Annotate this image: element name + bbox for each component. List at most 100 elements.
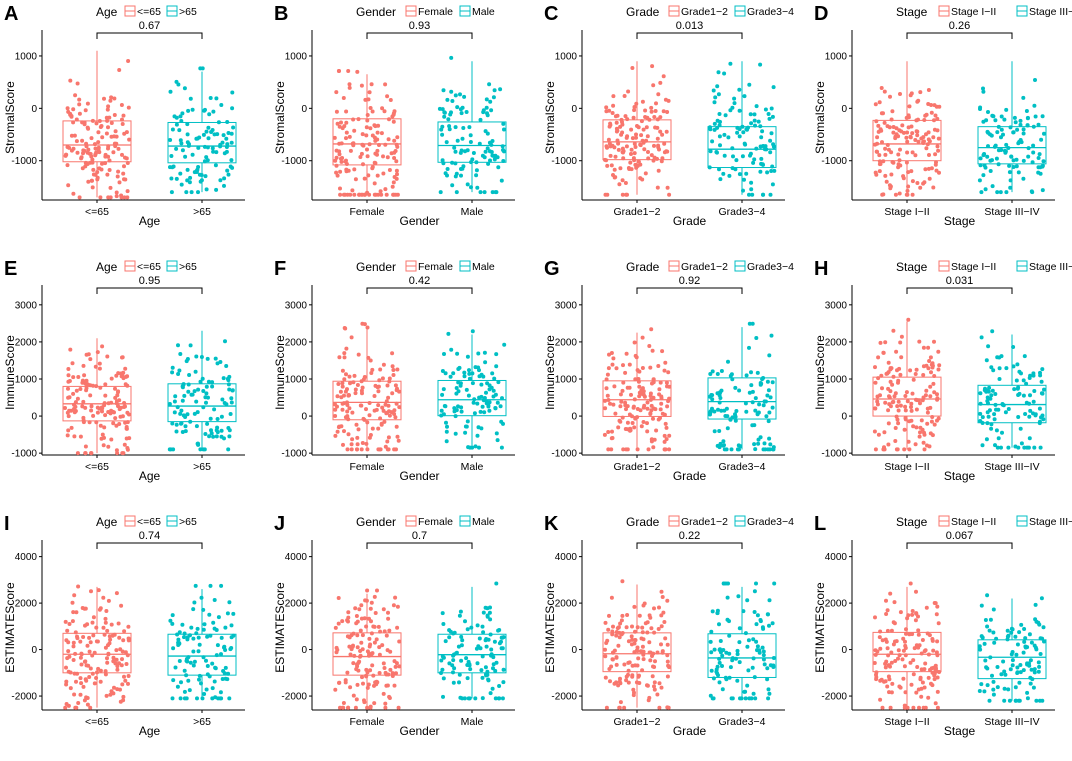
data-point xyxy=(765,379,770,384)
data-point xyxy=(930,433,935,438)
data-point xyxy=(981,89,986,94)
data-point xyxy=(88,640,93,645)
data-point xyxy=(925,410,930,415)
data-point xyxy=(623,114,628,119)
data-point xyxy=(359,616,364,621)
data-point xyxy=(455,351,460,356)
data-point xyxy=(204,391,209,396)
data-point xyxy=(357,659,362,664)
data-point xyxy=(662,620,667,624)
data-point xyxy=(359,388,364,393)
significance-bracket: 0.22 xyxy=(636,530,743,549)
data-point xyxy=(125,653,130,658)
data-point xyxy=(390,391,395,396)
data-point xyxy=(365,147,369,152)
data-point xyxy=(647,117,652,122)
data-point xyxy=(883,340,888,345)
data-point xyxy=(479,394,484,399)
data-point xyxy=(109,95,114,100)
data-point xyxy=(723,113,728,118)
data-point xyxy=(454,386,459,390)
data-point xyxy=(906,439,911,444)
data-point xyxy=(207,612,212,617)
data-point xyxy=(752,423,757,428)
data-point xyxy=(372,192,377,197)
data-point xyxy=(190,152,195,157)
data-point xyxy=(210,696,215,701)
data-point xyxy=(391,373,396,377)
data-point xyxy=(981,153,986,158)
data-point xyxy=(170,421,175,426)
p-value: 0.26 xyxy=(949,20,970,32)
data-point xyxy=(924,132,928,137)
data-point xyxy=(887,394,891,399)
p-value: 0.031 xyxy=(946,275,974,287)
data-point xyxy=(480,624,485,629)
y-tick-label: -1000 xyxy=(821,156,847,167)
y-tick-label: 3000 xyxy=(285,300,308,311)
data-point xyxy=(1011,165,1016,169)
data-point xyxy=(227,600,232,605)
data-point xyxy=(887,183,892,188)
data-point xyxy=(67,622,72,626)
data-point xyxy=(761,403,766,408)
data-point xyxy=(71,120,76,125)
data-point xyxy=(873,615,877,620)
data-point xyxy=(727,173,732,178)
data-point xyxy=(90,620,95,625)
data-point xyxy=(886,408,891,413)
x-tick-label: >65 xyxy=(193,461,211,473)
data-point xyxy=(502,342,507,347)
data-point xyxy=(450,663,455,668)
data-point xyxy=(730,146,735,151)
data-point xyxy=(119,663,124,668)
data-point xyxy=(437,106,442,111)
data-point xyxy=(381,154,385,159)
data-point xyxy=(215,643,220,648)
data-point xyxy=(1010,658,1015,663)
data-point xyxy=(194,136,199,141)
data-point xyxy=(1033,114,1038,119)
data-point xyxy=(923,167,928,172)
data-point xyxy=(1021,95,1026,100)
legend-key-1: Grade1−2 xyxy=(668,515,728,528)
data-point xyxy=(194,354,199,359)
data-point xyxy=(983,165,988,170)
data-point xyxy=(338,169,343,174)
data-point xyxy=(469,625,474,630)
data-point xyxy=(177,630,182,635)
data-point xyxy=(87,675,92,679)
data-point xyxy=(385,439,390,444)
data-point xyxy=(489,652,494,657)
data-point xyxy=(112,685,116,690)
legend-label: Male xyxy=(472,516,495,528)
legend-key-1: Stage I−II xyxy=(938,515,996,528)
data-point xyxy=(643,171,648,176)
data-point xyxy=(769,106,774,111)
data-point xyxy=(996,162,1001,167)
data-point xyxy=(71,191,76,196)
data-point xyxy=(766,419,771,424)
data-point xyxy=(440,392,445,397)
data-point xyxy=(485,672,490,677)
data-point xyxy=(763,107,768,112)
data-point xyxy=(467,376,472,381)
data-point xyxy=(454,408,459,413)
data-point xyxy=(385,155,390,160)
data-point xyxy=(745,598,750,603)
data-point xyxy=(183,424,188,429)
data-point xyxy=(902,664,907,669)
legend-title: Stage xyxy=(896,260,928,274)
data-point xyxy=(82,606,87,611)
data-point xyxy=(72,410,77,415)
points xyxy=(708,321,776,452)
data-point xyxy=(94,420,99,425)
data-point xyxy=(377,378,382,383)
data-point xyxy=(64,679,69,684)
data-point xyxy=(97,361,102,366)
data-point xyxy=(83,160,88,165)
data-point xyxy=(168,165,172,170)
data-point xyxy=(929,110,934,115)
data-point xyxy=(765,677,770,682)
data-point xyxy=(167,402,172,406)
